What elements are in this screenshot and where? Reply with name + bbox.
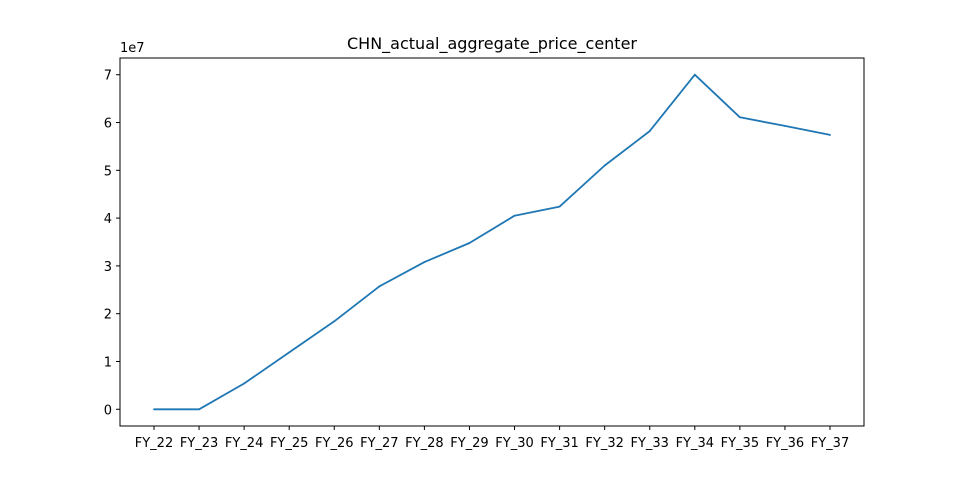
data-point — [243, 383, 245, 385]
x-tick-label: FY_36 — [766, 436, 804, 451]
plot-series — [153, 74, 831, 410]
x-tick-label: FY_25 — [270, 436, 308, 451]
y-tick-label: 3 — [104, 260, 112, 275]
data-point — [604, 165, 606, 167]
data-point — [333, 320, 335, 322]
data-point — [424, 261, 426, 263]
x-tick-label: FY_37 — [811, 436, 849, 451]
data-point — [514, 215, 516, 217]
y-tick-label: 5 — [104, 164, 112, 179]
data-point — [559, 206, 561, 208]
data-point — [829, 134, 831, 136]
x-tick-label: FY_23 — [180, 436, 218, 451]
data-point — [288, 352, 290, 354]
series-line — [154, 75, 830, 410]
y-axis-scale-label: 1e7 — [120, 41, 145, 56]
x-tick-label: FY_30 — [495, 436, 533, 451]
y-tick-label: 2 — [104, 308, 112, 323]
y-tick-label: 7 — [104, 69, 112, 84]
y-tick-label: 0 — [104, 403, 112, 418]
plot-frame — [120, 58, 864, 426]
data-point — [198, 408, 200, 410]
x-tick-label: FY_26 — [315, 436, 353, 451]
x-tick-label: FY_35 — [721, 436, 759, 451]
data-point — [784, 125, 786, 127]
x-tick-label: FY_28 — [405, 436, 443, 451]
x-tick-label: FY_31 — [540, 436, 578, 451]
data-point — [649, 130, 651, 132]
y-tick-label: 4 — [104, 212, 112, 227]
x-tick-label: FY_33 — [630, 436, 668, 451]
y-tick-label: 1 — [104, 355, 112, 370]
x-tick-label: FY_29 — [450, 436, 488, 451]
data-point — [469, 242, 471, 244]
data-point — [378, 286, 380, 288]
x-tick-label: FY_24 — [225, 436, 263, 451]
x-axis: FY_22 FY_23 FY_24 FY_25 FY_26 FY_27 FY_28 FY_29… — [135, 426, 849, 451]
x-tick-label: FY_27 — [360, 436, 398, 451]
x-tick-label: FY_34 — [676, 436, 714, 451]
x-tick-label: FY_22 — [135, 436, 173, 451]
x-tick-label: FY_32 — [585, 436, 623, 451]
chart-title: CHN_actual_aggregate_price_center — [347, 34, 637, 54]
data-point — [153, 408, 155, 410]
y-tick-label: 6 — [104, 117, 112, 132]
data-point — [739, 116, 741, 118]
y-axis: 0 1 2 3 4 5 6 7 — [104, 69, 120, 419]
data-point — [694, 74, 696, 76]
